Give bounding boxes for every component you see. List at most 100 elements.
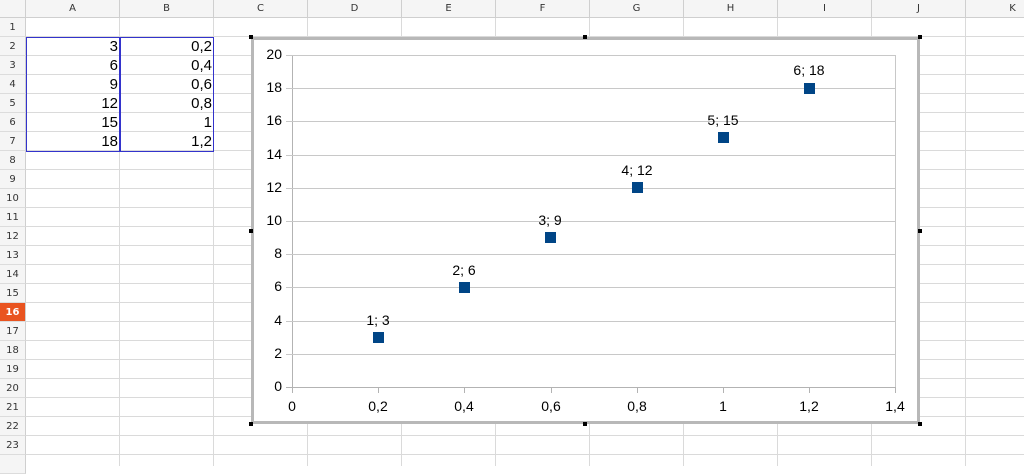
data-label-4: 4; 12 [621, 162, 653, 178]
x-tick-label: 0 [288, 398, 296, 414]
cell-b7[interactable]: 1,2 [191, 133, 212, 150]
grid-vline [119, 18, 120, 466]
row-header-9[interactable]: 9 [0, 170, 26, 189]
gridline-y-20 [286, 55, 896, 56]
gridline-y-6 [286, 287, 896, 288]
row-header-1[interactable]: 1 [0, 18, 26, 37]
row-header-19[interactable]: 19 [0, 360, 26, 379]
resize-handle-top-middle[interactable] [583, 35, 587, 39]
column-header-d[interactable]: D [308, 0, 402, 18]
cell-a7[interactable]: 18 [101, 133, 118, 150]
column-header-c[interactable]: C [214, 0, 308, 18]
x-tick-mark [723, 387, 724, 393]
data-point-3[interactable] [545, 232, 556, 243]
column-header-k[interactable]: K [966, 0, 1024, 18]
resize-handle-bottom-right[interactable] [918, 422, 922, 426]
row-header-18[interactable]: 18 [0, 341, 26, 360]
cell-a5[interactable]: 12 [101, 95, 118, 112]
data-label-2: 2; 6 [452, 262, 476, 278]
row-header-17[interactable]: 17 [0, 322, 26, 341]
row-header-2[interactable]: 2 [0, 37, 26, 56]
column-header-i[interactable]: I [778, 0, 872, 18]
column-header-b[interactable]: B [120, 0, 214, 18]
cell-b4[interactable]: 0,6 [191, 76, 212, 93]
row-header-14[interactable]: 14 [0, 265, 26, 284]
row-header-24[interactable] [0, 455, 26, 474]
gridline-y-16 [286, 121, 896, 122]
select-all-corner[interactable] [0, 0, 26, 18]
data-label-5: 5; 15 [707, 112, 739, 128]
gridline-y-12 [286, 188, 896, 189]
grid-hline [26, 435, 1024, 436]
data-point-1[interactable] [373, 332, 384, 343]
data-label-1: 1; 3 [366, 312, 390, 328]
x-tick-label: 0,6 [541, 398, 561, 414]
row-header-15[interactable]: 15 [0, 284, 26, 303]
row-header-10[interactable]: 10 [0, 189, 26, 208]
y-tick-label: 4 [274, 312, 282, 328]
x-tick-mark [378, 387, 379, 393]
y-tick-label: 16 [266, 112, 282, 128]
cell-a3[interactable]: 6 [109, 57, 118, 74]
resize-handle-top-left[interactable] [249, 35, 253, 39]
cell-a6[interactable]: 15 [101, 114, 118, 131]
x-tick-mark [809, 387, 810, 393]
x-axis-line [286, 387, 896, 388]
resize-handle-bottom-middle[interactable] [583, 422, 587, 426]
y-tick-label: 12 [266, 179, 282, 195]
data-point-5[interactable] [718, 132, 729, 143]
y-tick-label: 18 [266, 79, 282, 95]
y-tick-label: 8 [274, 245, 282, 261]
data-range-highlight-a [26, 37, 120, 152]
row-header-21[interactable]: 21 [0, 398, 26, 417]
column-header-h[interactable]: H [684, 0, 778, 18]
gridline-y-2 [286, 354, 896, 355]
column-header-g[interactable]: G [590, 0, 684, 18]
data-label-6: 6; 18 [793, 62, 825, 78]
row-header-6[interactable]: 6 [0, 113, 26, 132]
row-header-3[interactable]: 3 [0, 56, 26, 75]
gridline-y-4 [286, 321, 896, 322]
row-header-20[interactable]: 20 [0, 379, 26, 398]
grid-hline [26, 454, 1024, 455]
resize-handle-middle-right[interactable] [918, 229, 922, 233]
x-tick-mark [895, 387, 896, 393]
gridline-y-10 [286, 221, 896, 222]
row-header-12[interactable]: 12 [0, 227, 26, 246]
cell-a4[interactable]: 9 [109, 76, 118, 93]
row-header-16-active[interactable]: 16 [0, 303, 26, 322]
row-header-23[interactable]: 23 [0, 436, 26, 455]
gridline-y-8 [286, 254, 896, 255]
row-header-13[interactable]: 13 [0, 246, 26, 265]
data-point-6[interactable] [804, 83, 815, 94]
row-header-11[interactable]: 11 [0, 208, 26, 227]
column-header-e[interactable]: E [402, 0, 496, 18]
row-header-5[interactable]: 5 [0, 94, 26, 113]
x-tick-mark [637, 387, 638, 393]
y-tick-label: 14 [266, 146, 282, 162]
x-tick-label: 0,2 [368, 398, 388, 414]
cell-b3[interactable]: 0,4 [191, 57, 212, 74]
row-header-7[interactable]: 7 [0, 132, 26, 151]
row-header-4[interactable]: 4 [0, 75, 26, 94]
y-tick-label: 10 [266, 212, 282, 228]
x-tick-mark [464, 387, 465, 393]
gridline-y-18 [286, 88, 896, 89]
column-header-f[interactable]: F [496, 0, 590, 18]
resize-handle-top-right[interactable] [918, 35, 922, 39]
cell-a2[interactable]: 3 [109, 38, 118, 55]
grid-hline [26, 36, 1024, 37]
column-header-j[interactable]: J [872, 0, 966, 18]
resize-handle-bottom-left[interactable] [249, 422, 253, 426]
column-header-a[interactable]: A [26, 0, 120, 18]
y-tick-label: 0 [274, 378, 282, 394]
row-header-22[interactable]: 22 [0, 417, 26, 436]
cell-b6[interactable]: 1 [203, 114, 212, 131]
cell-b5[interactable]: 0,8 [191, 95, 212, 112]
data-point-4[interactable] [632, 182, 643, 193]
resize-handle-middle-left[interactable] [249, 229, 253, 233]
data-point-2[interactable] [459, 282, 470, 293]
x-tick-label: 1,2 [799, 398, 819, 414]
row-header-8[interactable]: 8 [0, 151, 26, 170]
cell-b2[interactable]: 0,2 [191, 38, 212, 55]
